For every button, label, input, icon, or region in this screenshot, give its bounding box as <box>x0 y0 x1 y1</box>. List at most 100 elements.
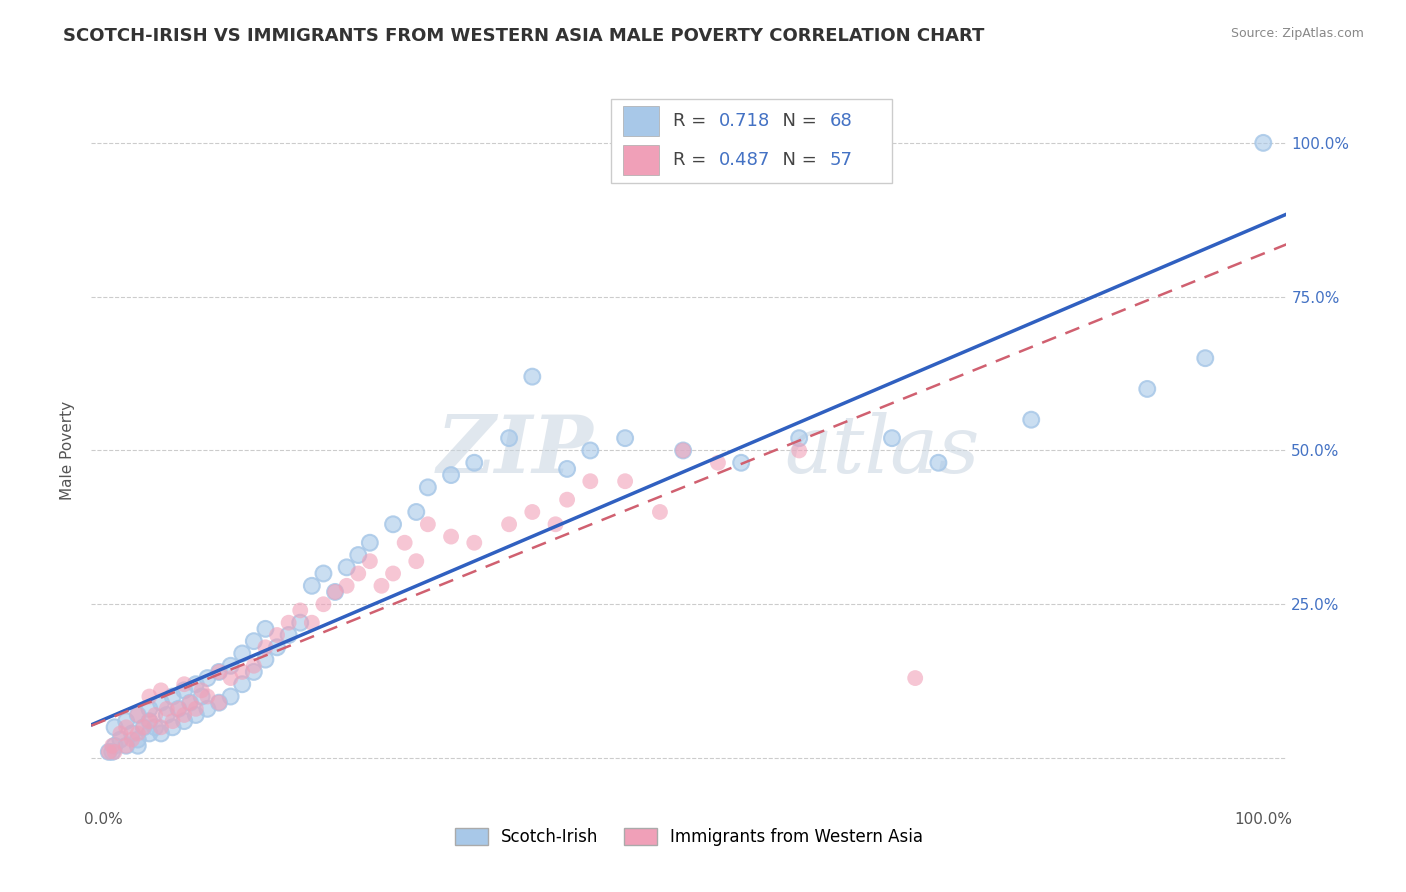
Point <box>143 720 166 734</box>
Point <box>173 683 195 698</box>
Point <box>138 702 160 716</box>
Text: ZIP: ZIP <box>436 412 593 489</box>
Y-axis label: Male Poverty: Male Poverty <box>60 401 76 500</box>
Point <box>150 696 173 710</box>
Point <box>104 720 127 734</box>
Point <box>138 714 160 728</box>
Point <box>167 702 190 716</box>
Point <box>336 560 359 574</box>
Point <box>219 671 242 685</box>
Point <box>323 585 346 599</box>
Point <box>115 739 138 753</box>
Point <box>104 745 127 759</box>
Point <box>156 708 179 723</box>
Point <box>880 431 903 445</box>
Point <box>243 634 266 648</box>
Point <box>1194 351 1216 366</box>
Point <box>522 369 544 384</box>
Point <box>184 677 207 691</box>
Point <box>150 726 173 740</box>
Point <box>173 714 195 728</box>
Point <box>97 745 120 759</box>
Point <box>190 690 212 704</box>
Point <box>127 732 149 747</box>
Point <box>463 456 485 470</box>
Point <box>219 658 242 673</box>
Text: 0.487: 0.487 <box>718 151 770 169</box>
Point <box>162 714 184 728</box>
Point <box>579 443 602 458</box>
Point <box>301 579 323 593</box>
Point <box>787 443 810 458</box>
Point <box>127 726 149 740</box>
Point <box>614 431 637 445</box>
Point <box>359 535 381 549</box>
Point <box>167 702 190 716</box>
Point <box>110 732 132 747</box>
Point <box>243 665 266 679</box>
Point <box>208 665 231 679</box>
Point <box>115 714 138 728</box>
Point <box>143 720 166 734</box>
Point <box>115 739 138 753</box>
Point <box>498 431 520 445</box>
Point <box>138 726 160 740</box>
Point <box>347 566 370 581</box>
Point <box>184 708 207 723</box>
Point <box>277 628 299 642</box>
Point <box>266 640 288 655</box>
Point <box>730 456 752 470</box>
Point <box>440 468 463 483</box>
Point <box>219 690 242 704</box>
Point <box>1136 382 1159 396</box>
Point <box>101 745 124 759</box>
Point <box>555 492 578 507</box>
Point <box>614 474 637 488</box>
Point <box>370 579 392 593</box>
Point <box>243 634 266 648</box>
Point <box>208 665 231 679</box>
Legend: Scotch-Irish, Immigrants from Western Asia: Scotch-Irish, Immigrants from Western As… <box>449 821 929 853</box>
Point <box>208 665 231 679</box>
Point <box>614 431 637 445</box>
Text: 68: 68 <box>830 112 852 130</box>
Text: Source: ZipAtlas.com: Source: ZipAtlas.com <box>1230 27 1364 40</box>
Point <box>266 628 288 642</box>
Point <box>138 690 160 704</box>
Text: R =: R = <box>673 151 713 169</box>
Point <box>132 720 155 734</box>
Point <box>138 714 160 728</box>
Point <box>301 579 323 593</box>
Point <box>115 720 138 734</box>
Point <box>162 690 184 704</box>
Point <box>347 548 370 562</box>
Point <box>382 517 405 532</box>
Point <box>672 443 695 458</box>
Point <box>254 622 277 636</box>
Point <box>498 517 520 532</box>
Point <box>440 468 463 483</box>
Point <box>787 431 810 445</box>
Point <box>179 696 201 710</box>
Point <box>463 535 485 549</box>
Point <box>219 690 242 704</box>
Point <box>266 640 288 655</box>
Point <box>197 702 219 716</box>
Point <box>104 739 127 753</box>
Point <box>104 720 127 734</box>
Point <box>101 739 124 753</box>
Point <box>405 505 427 519</box>
Text: 0.718: 0.718 <box>718 112 770 130</box>
Point <box>904 671 927 685</box>
Point <box>522 369 544 384</box>
Point <box>179 696 201 710</box>
Point <box>243 665 266 679</box>
Point <box>208 696 231 710</box>
Point <box>359 535 381 549</box>
Point <box>231 647 253 661</box>
Point <box>927 456 949 470</box>
Point <box>121 726 143 740</box>
Point <box>1251 136 1274 150</box>
Text: N =: N = <box>772 151 823 169</box>
Point <box>522 505 544 519</box>
